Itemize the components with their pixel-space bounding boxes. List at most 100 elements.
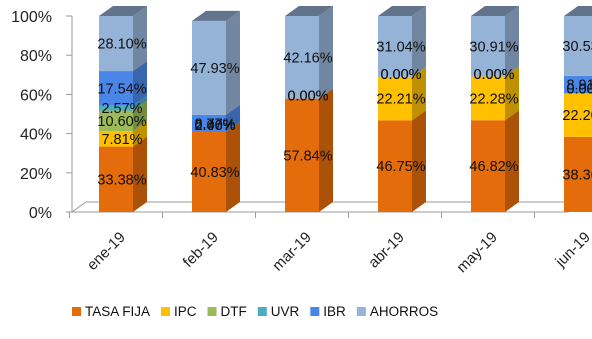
bar-segment (99, 146, 133, 212)
bar-top (192, 10, 240, 21)
bar-segment (471, 76, 505, 121)
legend-swatch (310, 307, 320, 316)
category-label: jun-19 (552, 229, 592, 271)
data-label: 38.36% (562, 167, 592, 183)
bar-side (226, 104, 240, 132)
bar-side (505, 66, 519, 121)
bar-side (133, 121, 147, 147)
data-label: 8.77% (194, 116, 235, 132)
legend: TASA FIJA IPC DTF UVR IBR AHORROS (72, 304, 438, 319)
legend-swatch (161, 307, 171, 316)
data-labels: 33.38% 7.81% 10.60%2.57% 17.54% 28.10% 40.83%… (97, 37, 592, 189)
data-label: 42.16% (283, 50, 332, 66)
bar-segment (564, 16, 592, 76)
data-label: 0.00% (194, 118, 235, 134)
bar-segment (99, 16, 133, 72)
legend-label: IPC (174, 304, 197, 319)
bar-segment (99, 105, 133, 111)
bar-side (133, 6, 147, 72)
legend-label: DTF (221, 304, 247, 319)
legend-label: AHORROS (370, 304, 438, 319)
data-label: 22.21% (376, 92, 425, 108)
bar-segment (471, 120, 505, 212)
bar-segment (471, 15, 505, 77)
bar-side (226, 121, 240, 212)
bar-segment (99, 131, 133, 147)
category-label: ene-19 (84, 229, 129, 274)
category-label: abr-19 (365, 229, 408, 272)
data-label: 30.91% (469, 39, 518, 55)
data-label: 22.20% (562, 108, 592, 124)
data-label: 47.93% (190, 61, 239, 77)
bar-segment (564, 93, 592, 137)
legend-label: TASA FIJA (85, 304, 150, 319)
bar-segment (192, 20, 226, 115)
bar-top (378, 6, 426, 16)
y-tick-label: 100% (11, 9, 52, 26)
bar-top (564, 6, 592, 16)
data-label: 10.60% (97, 114, 146, 130)
bar-top (285, 6, 333, 16)
data-label: 30.53% (562, 39, 592, 55)
data-label: 0.00% (287, 88, 328, 104)
y-tick-label: 0% (29, 205, 52, 222)
data-label: 57.84% (283, 148, 332, 164)
legend-swatch (356, 307, 366, 316)
data-label: 2.46% (194, 118, 235, 134)
data-label: 28.10% (97, 37, 146, 53)
data-label: 2.57% (101, 101, 142, 117)
bar-segment (285, 16, 319, 99)
bar-segment (192, 131, 226, 212)
bar-side (505, 110, 519, 212)
category-label: feb-19 (180, 229, 222, 271)
category-label: may-19 (453, 229, 500, 276)
bar-side (412, 66, 426, 121)
bar-side (412, 6, 426, 77)
y-tick-label: 60% (20, 87, 52, 104)
bar-segment (378, 16, 412, 77)
data-label: 0.00% (566, 82, 592, 98)
bar-side (133, 100, 147, 132)
data-label: 0.00% (287, 88, 328, 104)
data-label: 0.00% (380, 67, 421, 83)
bar-segment (192, 114, 226, 132)
bar-segment (564, 136, 592, 212)
bar-segment (285, 98, 319, 212)
bar-side (319, 88, 333, 212)
data-label: 0.00% (473, 67, 514, 83)
data-label: 0.00% (473, 67, 514, 83)
legend-label: UVR (271, 304, 300, 319)
category-label: mar-19 (269, 229, 315, 275)
bar-segment (378, 76, 412, 121)
data-label: 31.04% (376, 39, 425, 55)
bar-top (471, 5, 519, 16)
bar-side (319, 6, 333, 99)
data-label: 8.91% (566, 78, 592, 94)
bar-segment (378, 120, 412, 212)
bar-segment (99, 71, 133, 106)
bar-side (505, 5, 519, 77)
y-tick-label: 40% (20, 127, 52, 144)
data-label: 0.00% (380, 67, 421, 83)
legend-swatch (72, 307, 81, 316)
data-label: 46.82% (469, 159, 518, 175)
bar-segment (564, 75, 592, 94)
bar-side (133, 95, 147, 111)
data-label: 40.83% (190, 165, 239, 181)
bar-top (99, 6, 147, 16)
data-label: 7.81% (101, 132, 142, 148)
y-tick-label: 80% (20, 48, 52, 65)
bars (99, 5, 592, 212)
bar-segment (99, 110, 133, 132)
legend-label: IBR (323, 304, 346, 319)
legend-swatch (207, 307, 217, 316)
data-label: 22.28% (469, 91, 518, 107)
legend-swatch (257, 307, 267, 316)
data-label: 46.75% (376, 159, 425, 175)
data-label: 17.54% (97, 81, 146, 97)
bar-side (133, 61, 147, 106)
bar-side (133, 136, 147, 212)
bar-side (226, 10, 240, 115)
bar-side (412, 110, 426, 212)
